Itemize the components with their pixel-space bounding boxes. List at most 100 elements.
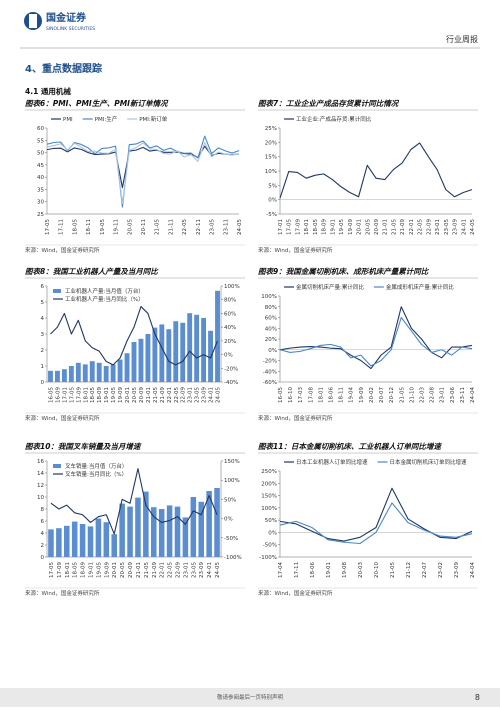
legend-swatch — [53, 464, 61, 468]
bar — [187, 313, 193, 382]
bar — [79, 524, 86, 557]
x-tick-label: 21-01 — [136, 562, 142, 578]
x-tick-label: 20-05 — [120, 562, 126, 578]
chart-source: 来源：Wind，国金证券研究所 — [258, 589, 333, 597]
x-tick-label: 17-01 — [278, 219, 284, 235]
y-tick-label: 20% — [265, 140, 277, 146]
x-tick-label: 24-05 — [215, 562, 221, 578]
y-tick-label: 5% — [268, 183, 277, 189]
legend-label: 金属成形机床产量:累计同比 — [386, 283, 454, 291]
x-tick-label: 21-09 — [400, 219, 406, 235]
x-tick-label: 19-05 — [339, 219, 345, 235]
x-tick-label: 19-04 — [349, 387, 355, 403]
bar — [61, 369, 67, 382]
x-tick-label: 16-09 — [55, 387, 61, 403]
x-tick-label: 19-09 — [118, 387, 124, 403]
x-tick-label: 17-03 — [298, 387, 304, 403]
x-tick-label: 22-01 — [409, 219, 415, 235]
x-tick-label: 20-05 — [365, 219, 371, 235]
bar — [206, 491, 212, 557]
bar — [135, 497, 141, 557]
bar — [64, 525, 70, 557]
y-tick-label: 1 — [41, 364, 45, 370]
x-tick-label: 24-04 — [470, 387, 476, 403]
x-tick-label: 19-11 — [114, 219, 120, 235]
x-tick-label: 18-11 — [86, 219, 92, 235]
x-tick-label: 23-02 — [438, 562, 444, 578]
x-tick-label: 21-05 — [391, 219, 397, 235]
bar — [151, 507, 157, 557]
x-tick-label: 24-05 — [237, 219, 243, 235]
x-tick-label: 23-11 — [223, 219, 229, 235]
y-tick-label: 40 — [37, 175, 44, 181]
x-tick-label: 24-01 — [207, 562, 213, 578]
x-tick-label: 21-05 — [399, 387, 405, 403]
x-tick-label: 22-09 — [181, 387, 187, 403]
y-tick-label: -100% — [259, 555, 277, 561]
series-line — [50, 306, 219, 366]
x-tick-label: 19-09 — [348, 219, 354, 235]
y-tick-label: -60% — [263, 380, 277, 386]
bar — [103, 366, 109, 382]
bar — [68, 366, 74, 382]
y2-tick-label: 0% — [224, 353, 233, 359]
x-tick-label: 18-05 — [73, 562, 79, 578]
x-tick-label: 20-01 — [125, 387, 131, 403]
x-tick-label: 22-01 — [167, 387, 173, 403]
x-tick-label: 18-01 — [83, 387, 89, 403]
x-tick-label: 23-11 — [460, 387, 466, 403]
legend-label: 叉车销量:当月值（万台） — [65, 462, 127, 470]
x-tick-label: 18-05 — [90, 387, 96, 403]
x-tick-label: 21-01 — [146, 387, 152, 403]
y-tick-label: 100% — [261, 506, 277, 512]
bar — [215, 290, 220, 382]
x-tick-label: 20-01 — [357, 219, 363, 235]
x-tick-label: 22-11 — [196, 219, 202, 235]
bar — [158, 509, 165, 557]
y-tick-label: 14 — [37, 471, 44, 477]
x-tick-label: 17-05 — [45, 219, 51, 235]
bar — [119, 503, 125, 557]
x-tick-label: 20-03 — [358, 562, 364, 578]
series-line — [279, 502, 473, 545]
x-tick-label: 16-05 — [48, 387, 54, 403]
subsection-title: 4.1 通用机械 — [25, 86, 71, 96]
bar — [145, 334, 151, 382]
y2-tick-label: 100% — [224, 478, 240, 484]
x-tick-label: 21-05 — [155, 219, 161, 235]
series-line — [46, 141, 240, 204]
y-tick-label: 55 — [37, 138, 44, 144]
x-tick-label: 17-11 — [59, 219, 65, 235]
bar — [182, 517, 189, 557]
y-tick-label: 250% — [261, 469, 277, 475]
chart-title: 图表9：我国金属切削机床、成形机床产量累计同比 — [258, 267, 430, 276]
y-tick-label: 15% — [265, 155, 277, 161]
bar — [198, 501, 204, 557]
bar — [166, 329, 172, 382]
x-tick-label: 19-05 — [111, 387, 117, 403]
bar — [89, 361, 95, 382]
x-tick-label: 22-09 — [176, 562, 182, 578]
x-tick-label: 17-01 — [62, 387, 68, 403]
chart-source: 来源：Wind，国金证券研究所 — [258, 414, 333, 422]
x-tick-label: 24-05 — [470, 219, 476, 235]
bar — [194, 314, 200, 382]
x-tick-label: 18-01 — [304, 219, 310, 235]
x-tick-label: 18-11 — [339, 387, 345, 403]
x-tick-label: 22-05 — [174, 387, 180, 403]
y-tick-label: 4 — [41, 316, 45, 322]
x-tick-label: 17-11 — [294, 562, 300, 578]
chart-title: 图表11：日本金属切削机床、工业机器人订单同比增速 — [258, 442, 442, 451]
chart-title: 图表8：我国工业机器人产量及当月同比 — [25, 267, 159, 276]
bar — [117, 359, 123, 382]
y-tick-label: 0 — [41, 380, 45, 386]
y-tick-label: 100% — [261, 294, 277, 300]
x-tick-label: 17-09 — [295, 219, 301, 235]
y2-tick-label: 100% — [224, 284, 240, 290]
x-tick-label: 19-09 — [104, 562, 110, 578]
y-tick-label: 12 — [37, 483, 44, 489]
x-tick-label: 20-12 — [389, 387, 395, 403]
x-tick-label: 20-09 — [374, 219, 380, 235]
bar — [138, 338, 144, 382]
x-tick-label: 21-05 — [153, 387, 159, 403]
